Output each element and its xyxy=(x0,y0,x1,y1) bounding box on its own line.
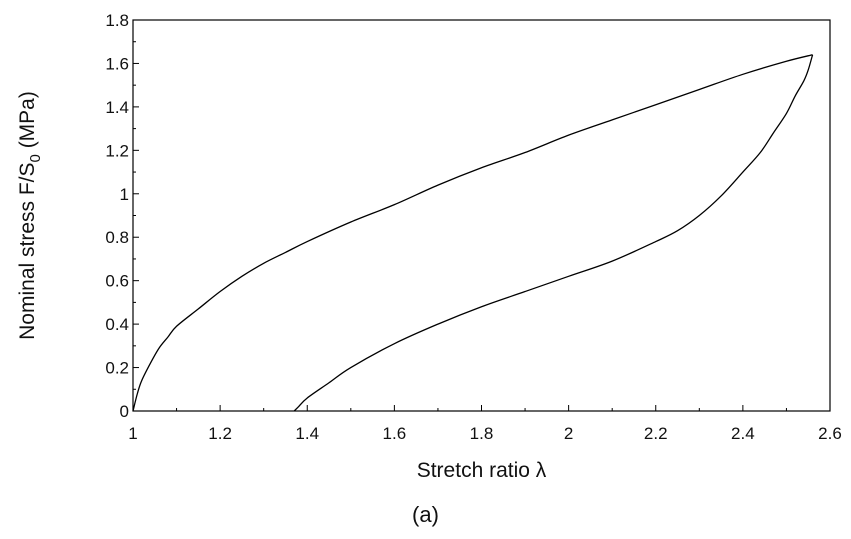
series-layer xyxy=(132,54,814,412)
y-tick-label: 1.4 xyxy=(105,98,129,117)
y-axis: 0 0.2 0.4 0.6 0.8 1 1.2 1.4 1.6 1.8 xyxy=(105,11,139,421)
x-tick-label: 1.8 xyxy=(470,424,494,443)
x-axis-title: Stretch ratio λ xyxy=(417,459,547,482)
x-tick-label: 2.2 xyxy=(644,424,668,443)
y-tick-label: 1.2 xyxy=(105,141,129,160)
plot-area xyxy=(132,19,831,412)
y-tick-label: 0 xyxy=(120,402,129,421)
series-line-loading xyxy=(132,54,813,412)
y-tick-label: 0.2 xyxy=(105,359,129,378)
x-tick-label: 1.4 xyxy=(295,424,319,443)
x-tick-label: 1.6 xyxy=(383,424,407,443)
series-line-unloading xyxy=(293,54,814,412)
y-tick-label: 0.4 xyxy=(105,315,129,334)
y-tick-label: 0.6 xyxy=(105,272,129,291)
figure-caption: (a) xyxy=(412,502,439,527)
y-tick-label: 1.8 xyxy=(105,11,129,30)
x-tick-label: 1 xyxy=(128,424,137,443)
plot-frame xyxy=(132,19,831,412)
y-tick-label: 1.6 xyxy=(105,54,129,73)
y-tick-label: 1 xyxy=(120,185,129,204)
x-tick-label: 2.4 xyxy=(731,424,755,443)
x-tick-label: 1.2 xyxy=(208,424,232,443)
x-tick-label: 2 xyxy=(564,424,573,443)
y-tick-label: 0.8 xyxy=(105,228,129,247)
x-tick-label: 2.6 xyxy=(818,424,842,443)
x-axis: 1 1.2 1.4 1.6 1.8 2 2.2 2.4 2.6 xyxy=(128,405,842,443)
y-axis-title: Nominal stress F/S0 (MPa) xyxy=(16,91,44,340)
